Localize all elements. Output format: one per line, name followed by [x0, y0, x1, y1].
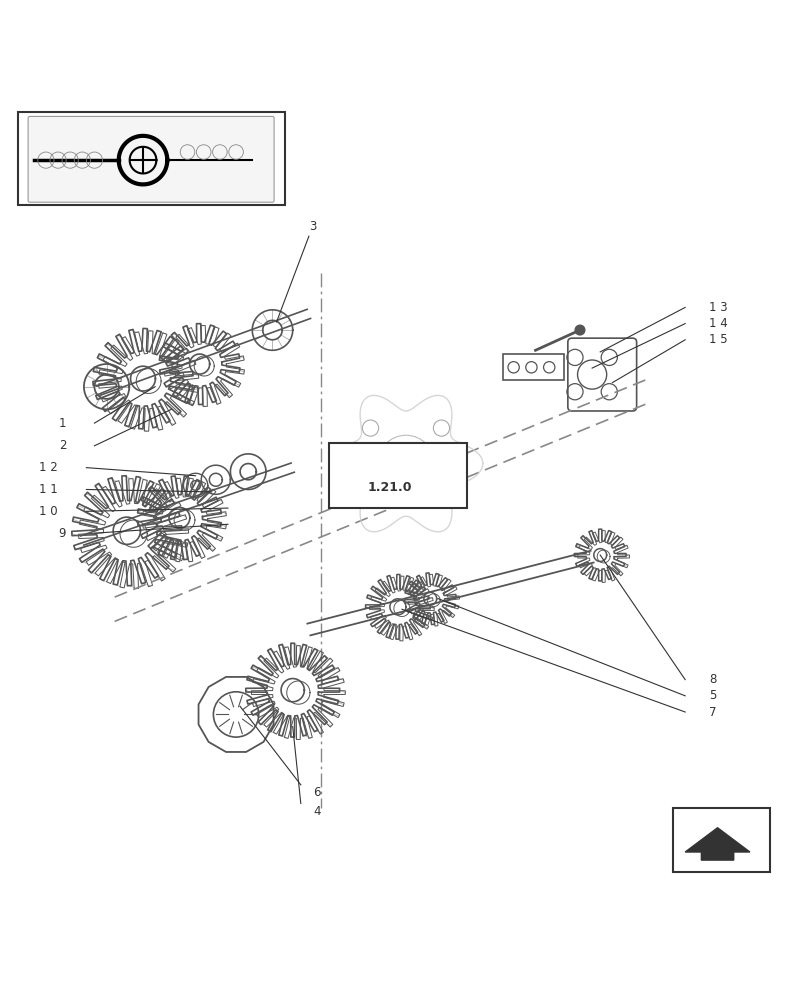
FancyBboxPatch shape	[28, 116, 274, 202]
FancyBboxPatch shape	[328, 443, 466, 508]
Text: 1: 1	[58, 417, 66, 430]
Text: 8: 8	[709, 673, 716, 686]
Text: 1 3: 1 3	[709, 301, 727, 314]
Text: 4: 4	[313, 805, 320, 818]
Circle shape	[574, 325, 584, 335]
Text: 6: 6	[313, 786, 320, 799]
Text: 1 1: 1 1	[39, 483, 58, 496]
Text: 7: 7	[709, 706, 716, 719]
Text: 2: 2	[58, 439, 66, 452]
Text: 1 4: 1 4	[709, 317, 727, 330]
Text: 1 5: 1 5	[709, 333, 727, 346]
Text: 5: 5	[709, 689, 716, 702]
Bar	[18, 112, 285, 205]
FancyBboxPatch shape	[567, 338, 636, 411]
Bar	[672, 808, 769, 872]
Text: 9: 9	[58, 527, 66, 540]
Polygon shape	[684, 828, 749, 860]
Text: 1 2: 1 2	[39, 461, 58, 474]
Text: 1.21.0: 1.21.0	[367, 481, 411, 494]
Text: 3: 3	[309, 220, 316, 233]
Text: 1 0: 1 0	[40, 505, 58, 518]
